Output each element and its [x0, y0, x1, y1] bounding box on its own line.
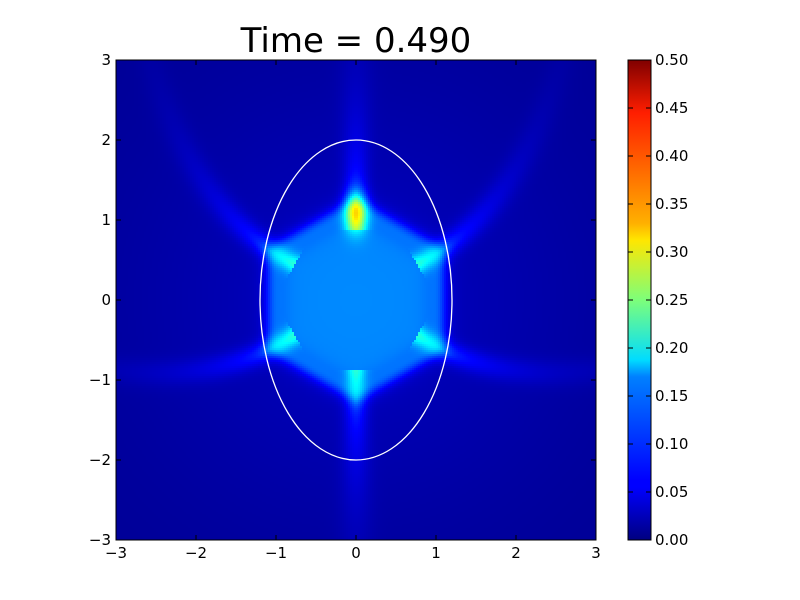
x-tick-label: 3 — [591, 544, 601, 562]
x-tick-label: 0 — [351, 544, 361, 562]
colorbar-tick-label: 0.45 — [655, 99, 688, 117]
colorbar-tick-label: 0.20 — [655, 339, 688, 357]
y-axis-ticks: −3 −2 −1 0 1 2 3 — [89, 51, 596, 549]
x-tick-label: −1 — [265, 544, 287, 562]
y-tick-label: 2 — [101, 131, 111, 149]
y-tick-label: −1 — [89, 371, 111, 389]
colorbar-tick-label: 0.10 — [655, 435, 688, 453]
x-tick-label: −3 — [105, 544, 127, 562]
colorbar: 0.00 0.05 0.10 0.15 0.20 0.25 0.30 0.35 0.40 0.45… — [627, 51, 688, 549]
colorbar-tick-label: 0.15 — [655, 387, 688, 405]
colorbar-tick-label: 0.05 — [655, 483, 688, 501]
x-axis-ticks: −3 −2 −1 0 1 2 3 — [105, 60, 601, 562]
colorbar-tick-label: 0.40 — [655, 147, 688, 165]
y-tick-label: 3 — [101, 51, 111, 69]
colorbar-tick-label: 0.25 — [655, 291, 688, 309]
heatmap-image — [116, 60, 596, 540]
y-tick-label: −2 — [89, 451, 111, 469]
colorbar-ticks: 0.00 0.05 0.10 0.15 0.20 0.25 0.30 0.35 0.40 0.45… — [628, 51, 688, 549]
x-tick-label: 1 — [431, 544, 441, 562]
plot-area — [115, 59, 597, 541]
chart-title: Time = 0.490 — [240, 21, 472, 61]
y-tick-label: 1 — [101, 211, 111, 229]
x-tick-label: 2 — [511, 544, 521, 562]
overlay-ellipse — [259, 139, 453, 461]
colorbar-tick-label: 0.35 — [655, 195, 688, 213]
colorbar-tick-label: 0.00 — [655, 531, 688, 549]
colorbar-tick-label: 0.50 — [655, 51, 688, 69]
colorbar-tick-label: 0.30 — [655, 243, 688, 261]
y-tick-label: 0 — [101, 291, 111, 309]
y-tick-label: −3 — [89, 531, 111, 549]
x-tick-label: −2 — [185, 544, 207, 562]
